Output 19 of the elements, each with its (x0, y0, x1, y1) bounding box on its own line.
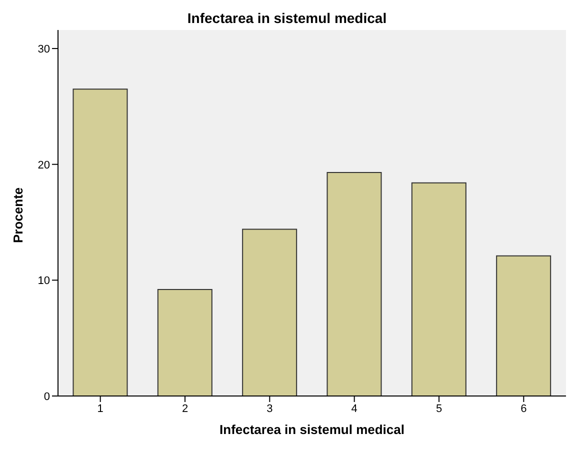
bar (242, 228, 298, 396)
y-tick-label: 20 (38, 159, 50, 172)
bar (411, 182, 466, 396)
y-tick-label: 10 (38, 275, 50, 288)
bar (496, 255, 552, 396)
y-tick-label: 30 (38, 43, 50, 56)
x-tick-label: 1 (97, 402, 104, 415)
chart-title: Infectarea in sistemul medical (186, 9, 388, 28)
x-tick-label: 2 (182, 402, 188, 415)
x-tick-label: 5 (436, 402, 442, 415)
bar (326, 172, 382, 396)
x-tick-label: 4 (351, 402, 358, 415)
x-tick-label: 3 (266, 402, 273, 415)
x-tick-label: 6 (520, 402, 527, 415)
bar (72, 88, 128, 396)
y-tick-label: 0 (44, 390, 50, 403)
bar (157, 288, 212, 396)
x-axis-title: Infectarea in sistemul medical (220, 422, 404, 437)
y-axis-title: Procente (10, 187, 26, 243)
